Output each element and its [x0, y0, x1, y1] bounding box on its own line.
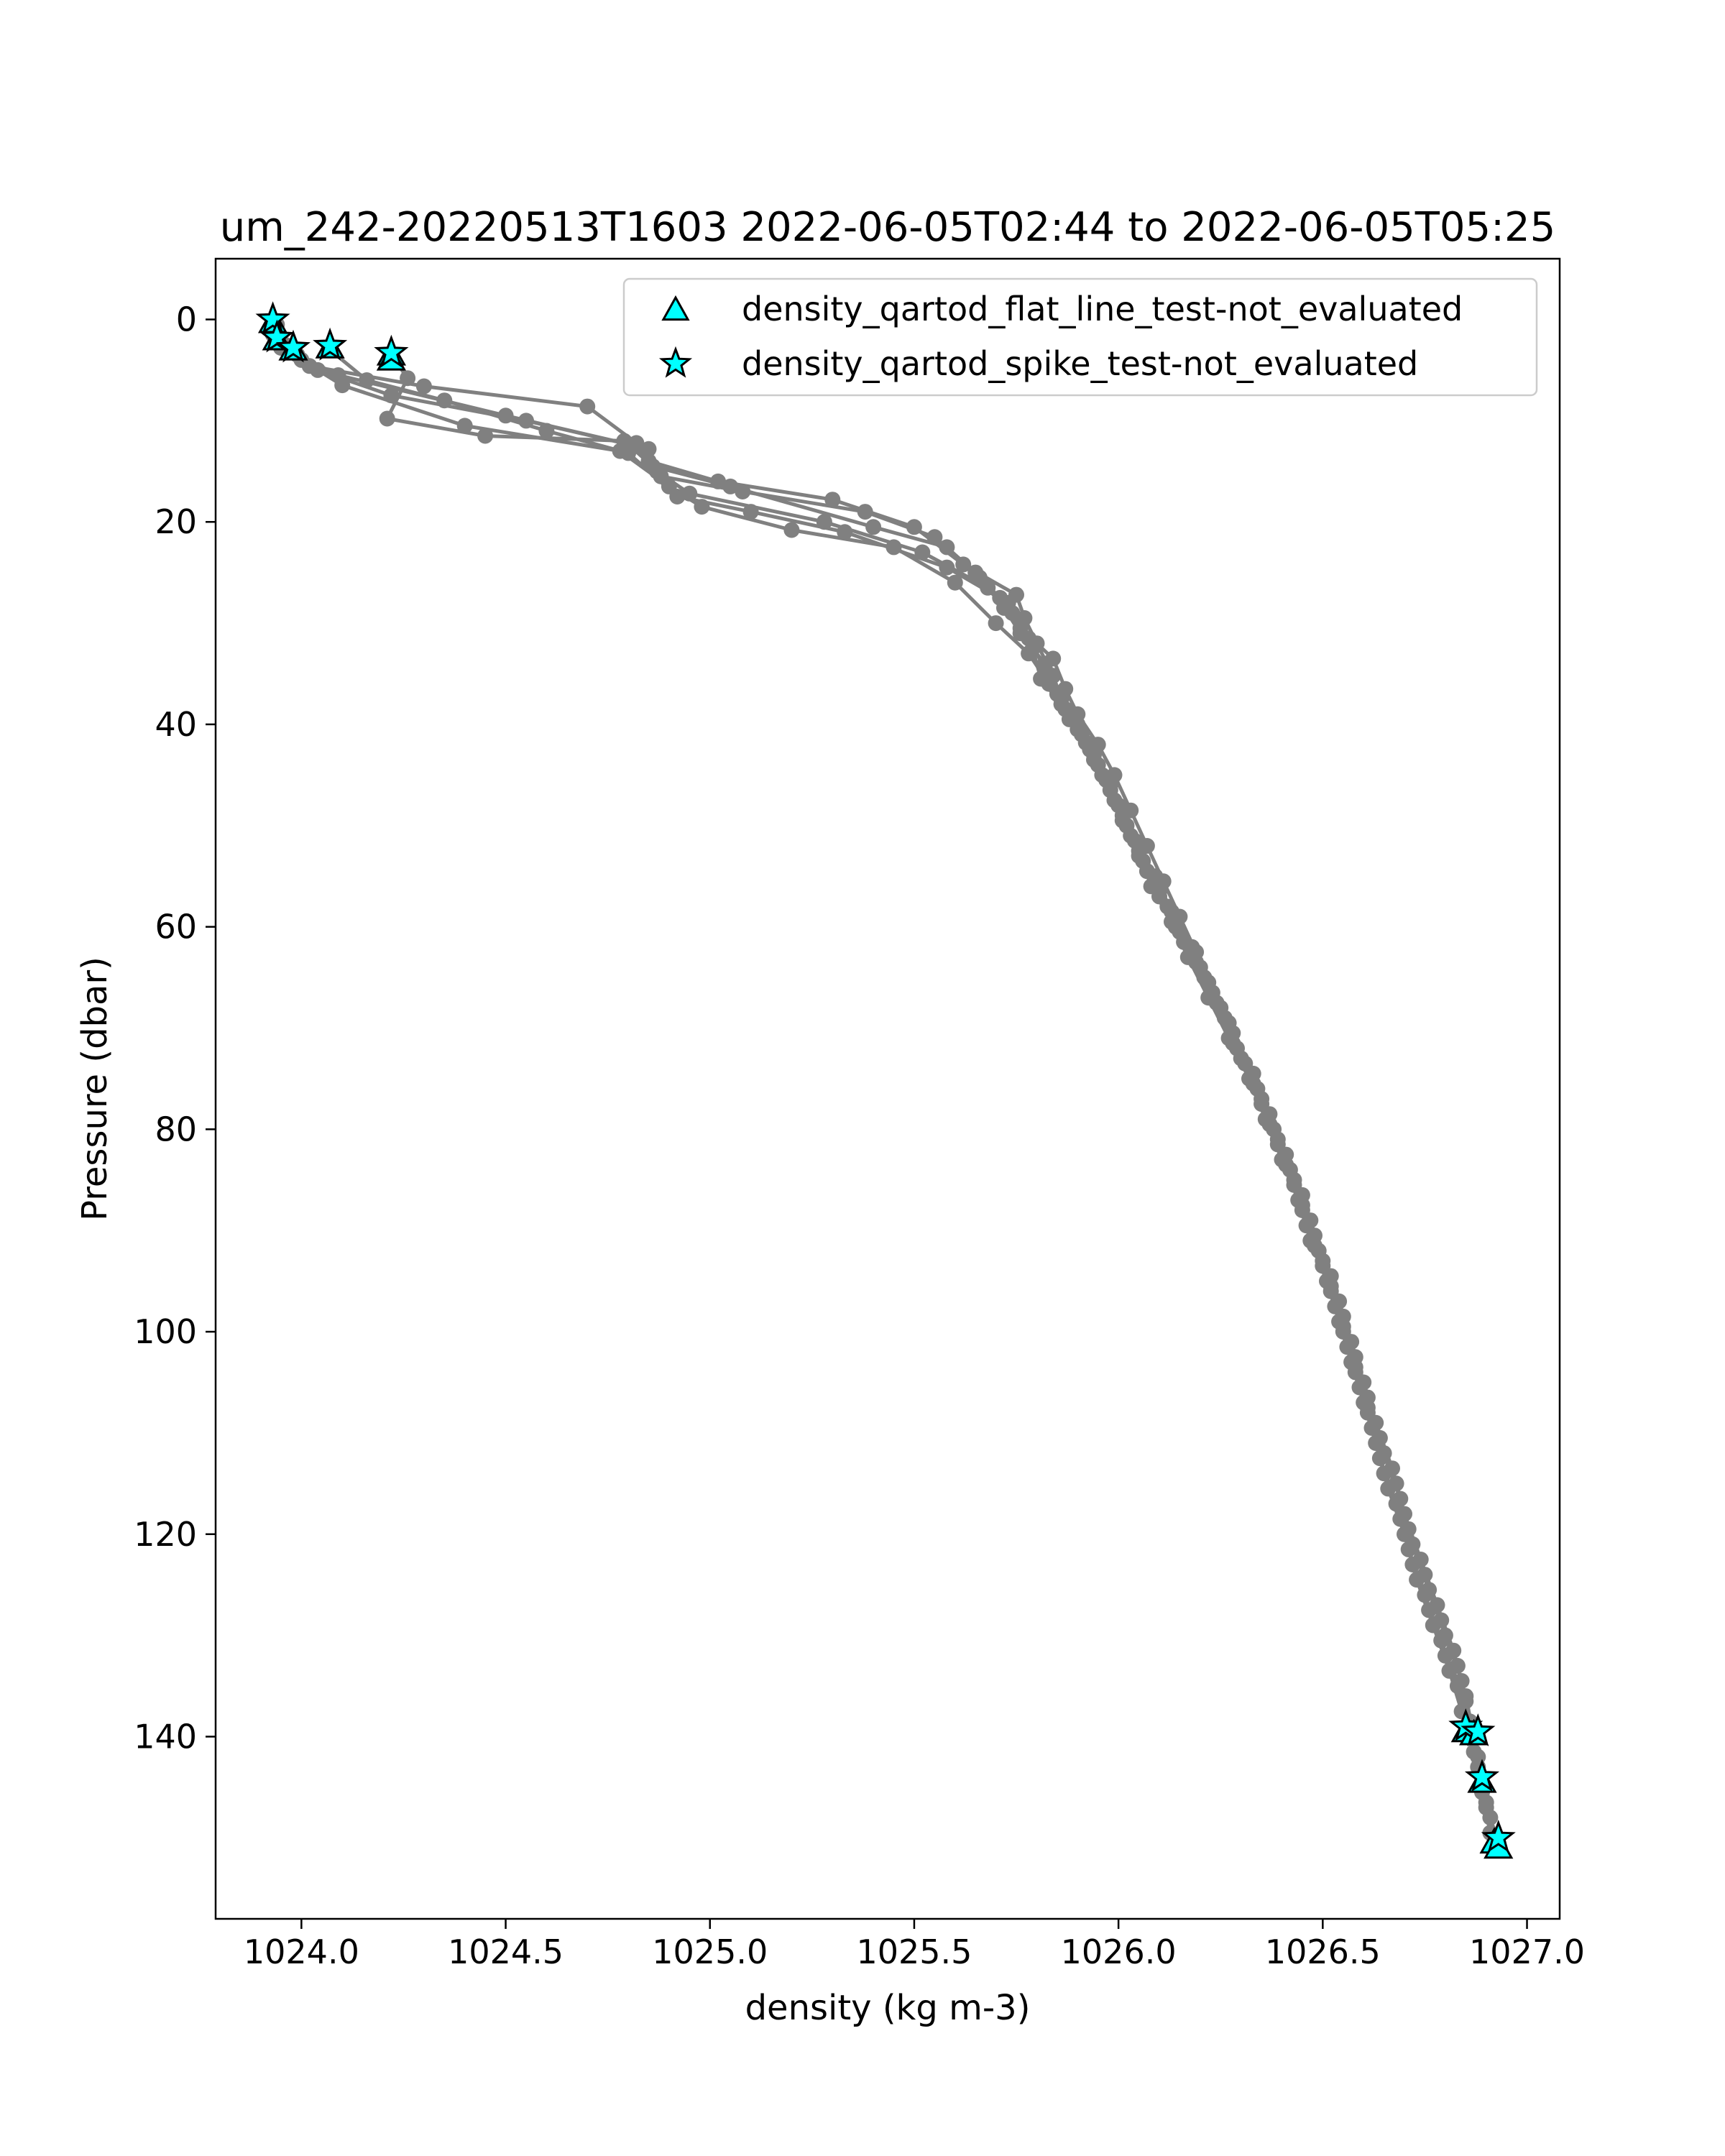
profile-point [742, 504, 759, 520]
legend: density_qartod_flat_line_test-not_evalua… [622, 277, 1538, 397]
profile-point [1453, 1673, 1470, 1689]
profile-point [992, 589, 1008, 606]
x-tick-label: 1026.5 [1265, 1932, 1381, 1971]
y-tick-label: 40 [155, 705, 197, 744]
profile-point [436, 392, 453, 409]
profile-point [400, 370, 416, 387]
profile-point [1151, 883, 1167, 900]
plot-area [214, 257, 1561, 1920]
profile-point [1376, 1445, 1392, 1462]
profile-point [1392, 1491, 1409, 1507]
profile-point [947, 574, 963, 591]
profile-point [1421, 1582, 1438, 1598]
profile-point [579, 398, 596, 415]
y-tick-label: 60 [155, 908, 197, 946]
profile-point [640, 441, 657, 457]
profile-point [1245, 1076, 1261, 1092]
profile-point [971, 569, 988, 586]
y-tick-label: 80 [155, 1110, 197, 1148]
y-tick-label: 140 [134, 1717, 197, 1756]
profile-point [1021, 630, 1037, 647]
star-marker [255, 301, 290, 334]
profile-point [865, 519, 882, 535]
profile-lines [264, 316, 1506, 1856]
x-tick-label: 1024.0 [244, 1932, 359, 1971]
profile-point [1208, 995, 1225, 1011]
profile-point [379, 410, 395, 427]
profile-point [616, 433, 632, 449]
chart-title: um_242-20220513T1603 2022-06-05T02:44 to… [220, 204, 1556, 251]
profile-point [837, 524, 853, 540]
x-axis-ticks: 1024.0 1024.5 1025.0 1025.5 1026.0 1026.5 1027… [244, 1919, 1585, 1971]
y-tick-label: 20 [155, 502, 197, 541]
profile-point [1347, 1359, 1363, 1376]
star-marker [374, 334, 409, 368]
profile-point [645, 458, 661, 474]
spike-test-markers [255, 301, 1516, 1853]
x-tick-label: 1027.0 [1469, 1932, 1585, 1971]
profile-point [1036, 660, 1053, 677]
profile-point [1167, 918, 1184, 935]
profile-point [477, 428, 494, 444]
profile-point [1086, 747, 1102, 763]
profile-point [1070, 716, 1086, 732]
y-axis-ticks: 0 20 40 60 80 100 120 140 [134, 300, 216, 1756]
star-marker [1481, 1819, 1516, 1853]
star-marker [1464, 1759, 1500, 1792]
profile-point [538, 423, 555, 439]
star-marker [275, 329, 311, 363]
profile-point [359, 372, 375, 388]
profile-point [1278, 1156, 1294, 1173]
profile-point [669, 489, 686, 505]
profile-point [456, 418, 473, 434]
legend-triangle-marker [661, 295, 690, 321]
profile-point [1131, 848, 1147, 864]
x-tick-label: 1025.5 [856, 1932, 972, 1971]
profile-point [1114, 812, 1131, 829]
y-axis-label: Pressure (dbar) [75, 957, 115, 1221]
profile-point [1294, 1197, 1310, 1213]
x-tick-label: 1024.5 [448, 1932, 564, 1971]
profile-point [310, 361, 326, 378]
star-marker [1460, 1713, 1496, 1746]
profile-point [1188, 954, 1205, 970]
profile-point [1102, 777, 1118, 793]
legend-label: density_qartod_spike_test-not_evaluated [742, 344, 1418, 383]
profile-series-6 [379, 346, 1503, 1846]
star-marker [259, 319, 295, 353]
profile-point [783, 522, 800, 538]
flag-markers [255, 301, 1516, 1859]
x-axis-label: density (kg m-3) [745, 1988, 1031, 2028]
y-tick-label: 120 [134, 1515, 197, 1554]
y-tick-label: 100 [134, 1312, 197, 1351]
legend-label: density_qartod_flat_line_test-not_evalua… [742, 290, 1463, 328]
profile-point [415, 378, 432, 395]
profile-point [1225, 1035, 1241, 1051]
profile-point [1307, 1238, 1322, 1254]
axes-frame [214, 257, 1561, 1920]
star-marker [313, 327, 348, 361]
profile-point [1261, 1116, 1278, 1133]
profile-point [824, 492, 841, 508]
profile-point [1404, 1536, 1421, 1552]
profile-point [722, 478, 739, 494]
x-tick-label: 1025.0 [652, 1932, 768, 1971]
profile-point [939, 539, 955, 556]
legend-entries: density_qartod_flat_line_test-not_evalua… [658, 290, 1463, 383]
profile-point [857, 504, 873, 520]
profile-point [1053, 691, 1070, 707]
profile-point [939, 559, 955, 576]
profile-point [1322, 1278, 1339, 1294]
legend-star-marker [658, 346, 693, 378]
profile-point [1359, 1399, 1376, 1416]
profile-point [988, 615, 1004, 632]
y-tick-label: 0 [176, 300, 197, 339]
profile-point [1437, 1627, 1453, 1644]
x-tick-label: 1026.0 [1061, 1932, 1177, 1971]
legend-box [622, 277, 1538, 397]
profile-point [1335, 1319, 1351, 1335]
